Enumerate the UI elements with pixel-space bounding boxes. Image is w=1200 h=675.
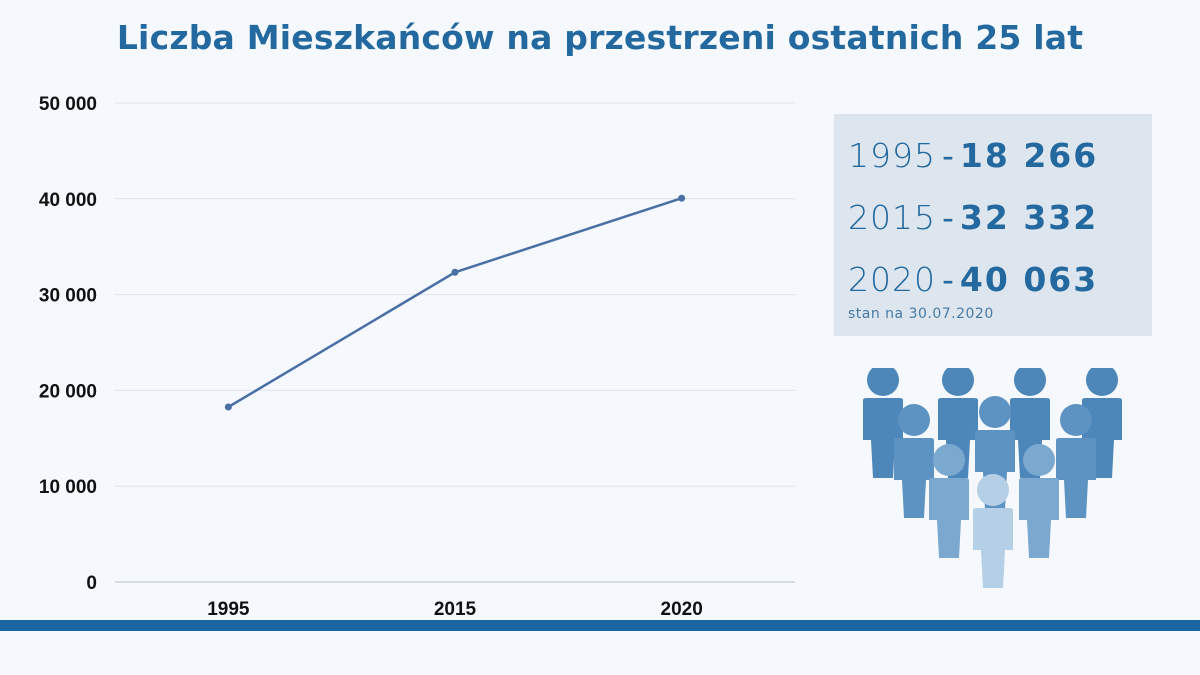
line-chart: 0 10 000 20 000 30 000 40 000 50 000 1995 2015… — [39, 94, 795, 620]
data-point — [451, 268, 459, 276]
data-point — [678, 194, 686, 202]
stat-year: 2015 — [848, 198, 936, 237]
x-tick-label: 2020 — [661, 599, 703, 620]
stat-row-2020: 2020-40 063 — [848, 260, 1099, 299]
stats-note: stan na 30.07.2020 — [848, 306, 994, 322]
y-tick-label: 0 — [86, 573, 97, 594]
chart-title: Liczba Mieszkańców na przestrzeni ostatn… — [116, 18, 1084, 57]
x-tick-label: 1995 — [207, 599, 250, 620]
y-tick-label: 10 000 — [39, 477, 97, 498]
people-group-icon — [863, 368, 1122, 588]
data-point — [224, 403, 232, 411]
stat-row-1995: 1995-18 266 — [848, 136, 1099, 175]
stat-value: 40 063 — [959, 260, 1099, 299]
stat-value: 18 266 — [959, 136, 1099, 175]
y-tick-label: 30 000 — [39, 286, 97, 307]
bottom-bar — [0, 620, 1200, 631]
stat-year: 2020 — [848, 260, 936, 299]
series-line — [227, 197, 683, 409]
y-tick-label: 50 000 — [39, 94, 97, 115]
y-tick-label: 20 000 — [39, 381, 97, 402]
stats-panel: 1995-18 266 2015-32 332 2020-40 063 stan… — [834, 114, 1152, 336]
x-tick-label: 2015 — [434, 599, 477, 620]
stat-value: 32 332 — [959, 198, 1099, 237]
stat-row-2015: 2015-32 332 — [848, 198, 1099, 237]
y-tick-label: 40 000 — [39, 190, 97, 211]
stat-year: 1995 — [848, 136, 936, 175]
